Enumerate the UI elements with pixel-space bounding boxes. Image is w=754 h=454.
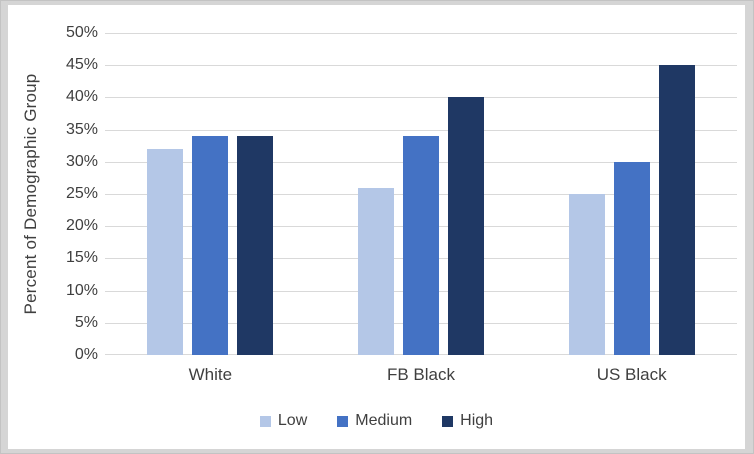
legend-swatch-icon [337,415,349,427]
legend-label: Medium [355,412,413,429]
chart-canvas: Percent of Demographic Group 0% 5% 10% 15% 2… [8,5,745,449]
y-tick-label: 35% [65,121,98,138]
y-tick-label: 25% [65,185,98,202]
gridline [105,130,737,131]
legend-swatch-icon [442,415,454,427]
bar-medium-white [192,136,229,355]
bar-groups [105,33,737,355]
bar-group-white [105,33,316,355]
legend: Low Medium High [8,409,745,433]
legend-label: High [460,412,494,429]
category-label-fb-black: FB Black [386,365,456,384]
bar-group-fb-black [316,33,527,355]
y-tick-label: 45% [65,56,98,73]
legend-swatch-icon [259,415,271,427]
bar-high-us-black [658,65,695,355]
bar-group-us-black [526,33,737,355]
y-tick-label: 0% [74,346,98,363]
bar-medium-us-black [613,161,650,355]
bar-high-white [237,136,274,355]
category-label-white: White [188,365,233,384]
y-tick-label: 10% [65,282,98,299]
y-tick-label: 20% [65,217,98,234]
legend-item-low: Low [259,412,308,430]
gridline [105,65,737,66]
bar-low-us-black [568,194,605,355]
y-axis-tick-labels: 0% 5% 10% 15% 20% 25% 30% 35% 40% 45% 50% [8,24,98,363]
x-axis-category-labels: White FB Black US Black [105,365,737,387]
y-tick-label: 50% [65,24,98,41]
legend-item-high: High [442,412,493,430]
y-tick-label: 15% [65,249,98,266]
plot-area [105,33,737,355]
bar-medium-fb-black [403,136,439,355]
legend-label: Low [277,412,308,429]
bar-low-white [147,148,184,355]
category-label-us-black: US Black [596,365,667,384]
bar-high-fb-black [448,97,484,355]
y-tick-label: 30% [65,153,98,170]
y-tick-label: 40% [65,88,98,105]
gridline [105,33,737,34]
gridline [105,97,737,98]
bar-low-fb-black [358,187,394,355]
legend-item-medium: Medium [337,412,412,430]
y-tick-label: 5% [74,314,98,331]
